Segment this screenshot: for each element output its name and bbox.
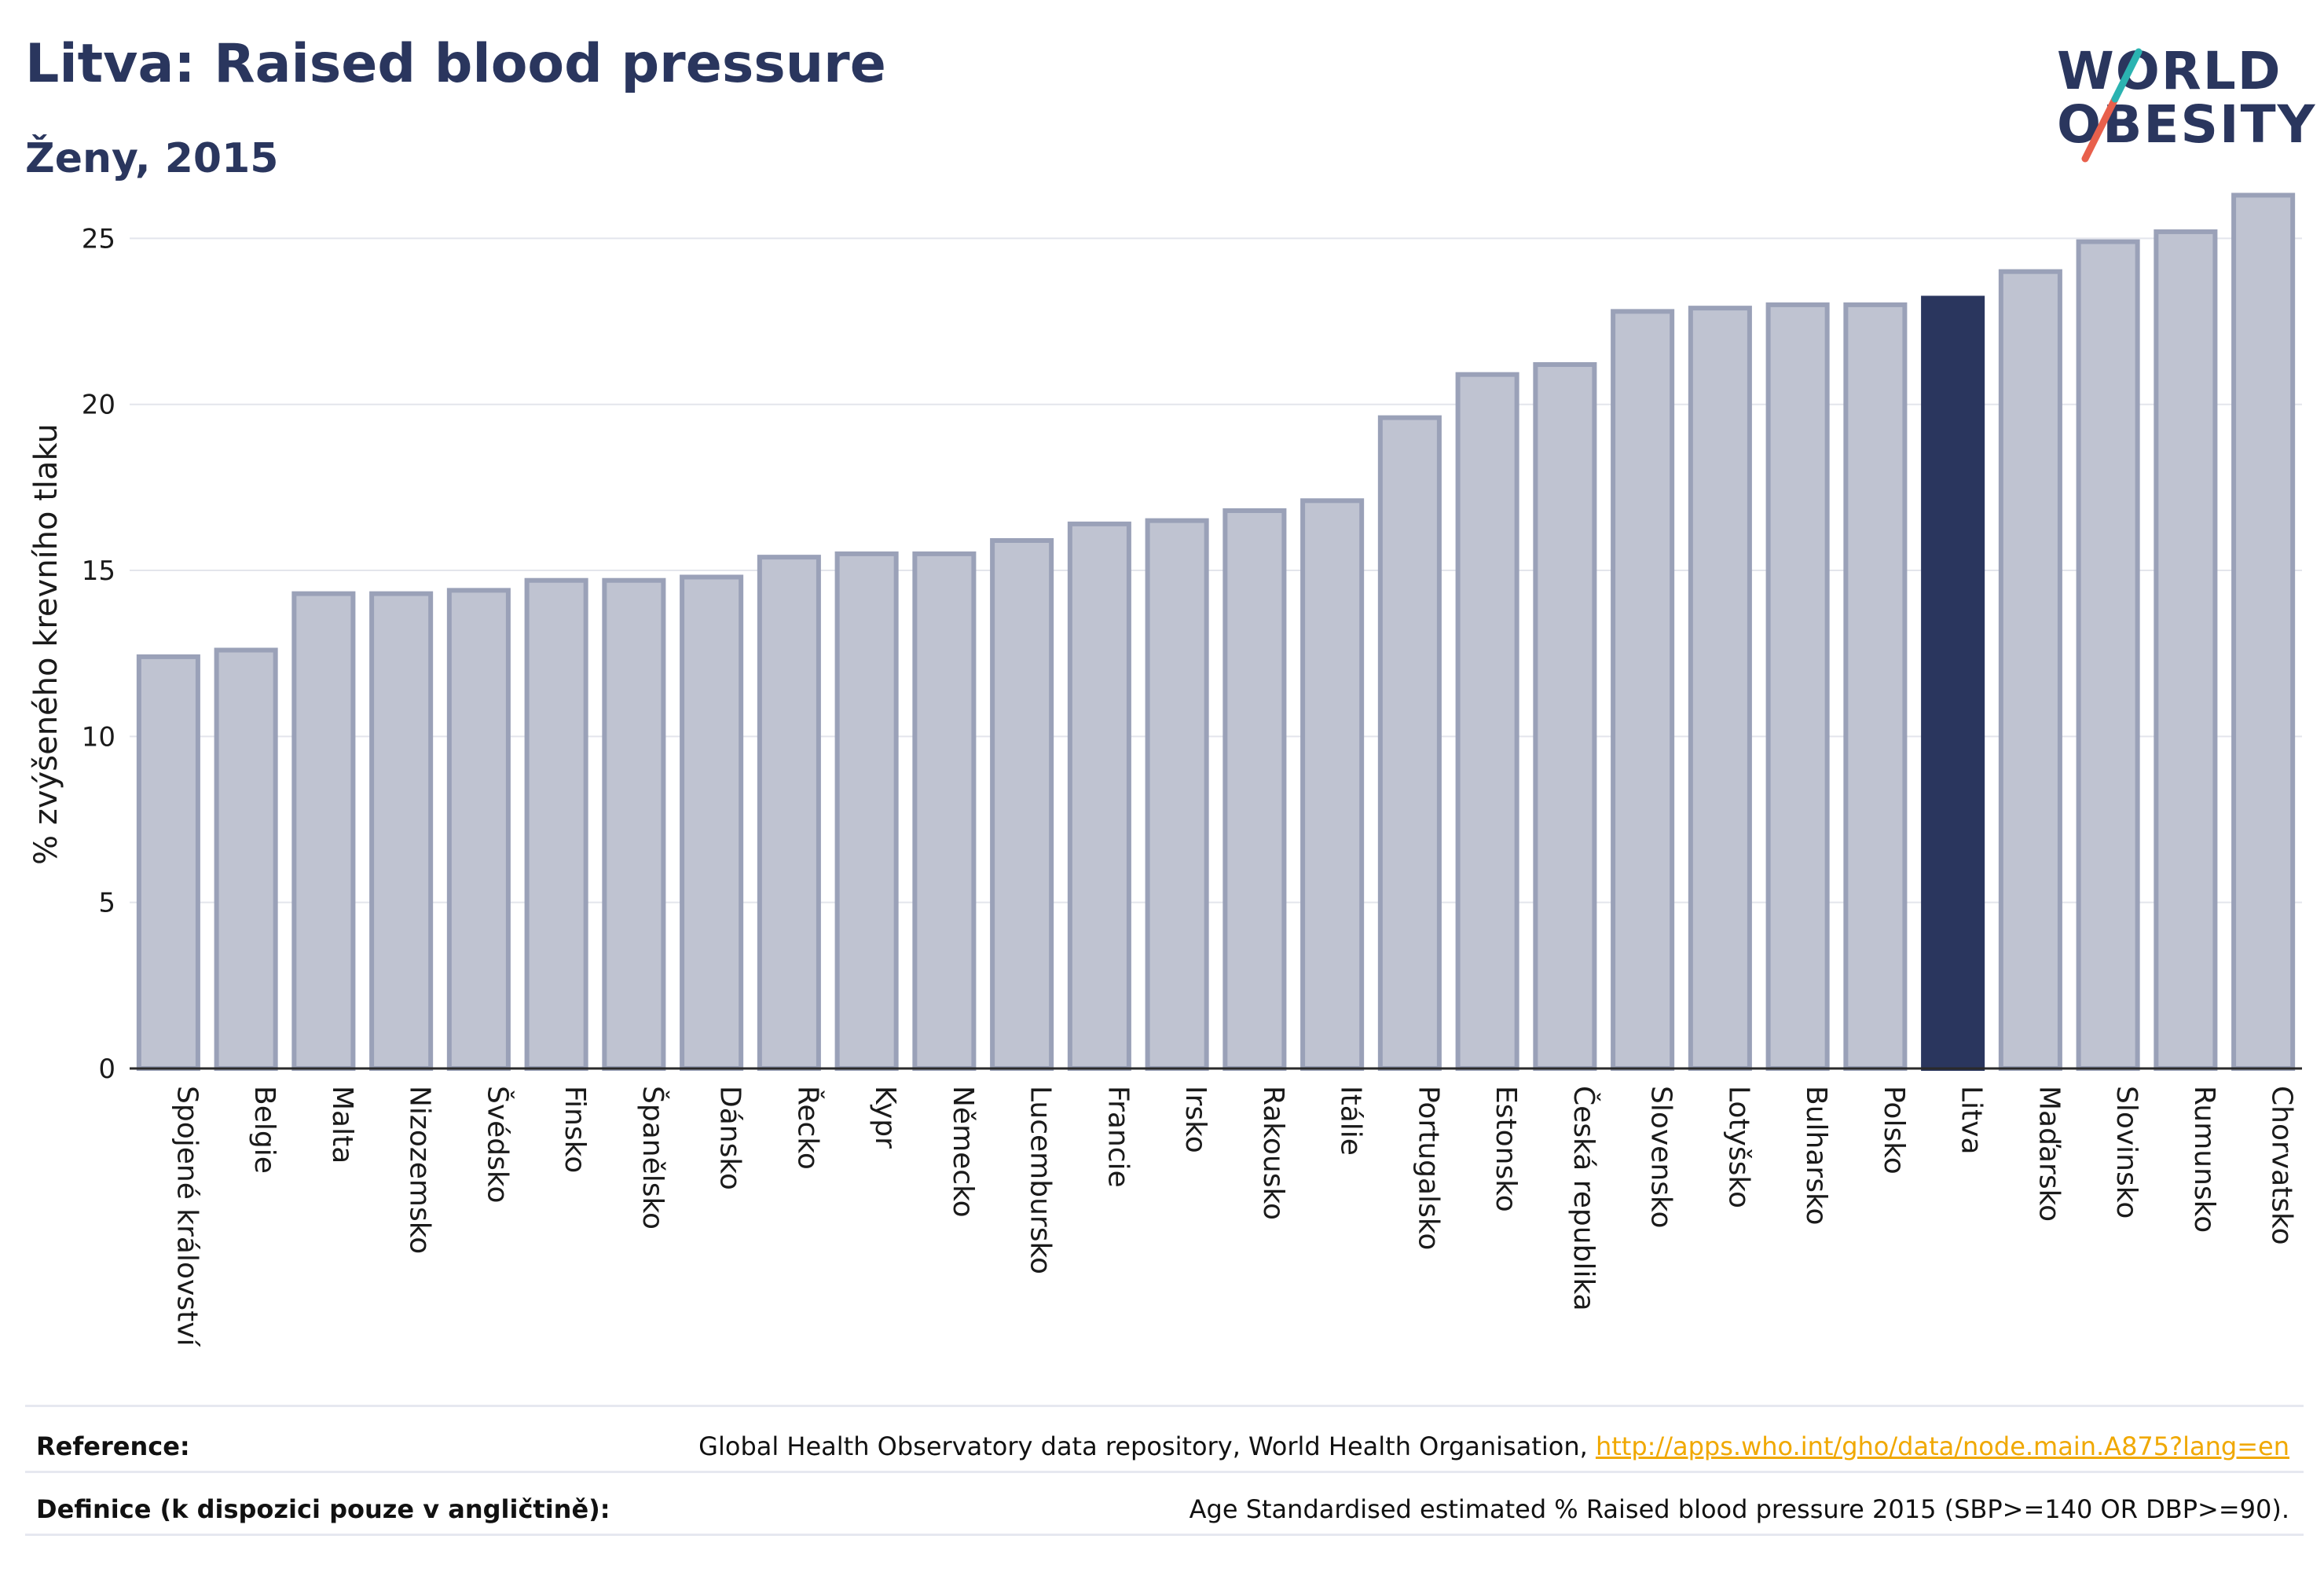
bar (1765, 302, 1830, 1072)
footer-divider-top (25, 1405, 2304, 1407)
bar (214, 647, 278, 1071)
y-tick-label: 5 (98, 888, 115, 919)
bar (602, 577, 666, 1071)
footer-divider-bottom (25, 1534, 2304, 1536)
bar (1300, 498, 1365, 1071)
bar (2231, 192, 2296, 1071)
bar (2154, 229, 2218, 1072)
y-tick-label: 15 (82, 555, 115, 587)
definition-text: Age Standardised estimated % Raised bloo… (1189, 1494, 2289, 1524)
x-tick-label: Maďarsko (2033, 1086, 2065, 1222)
x-tick-label: Švédsko (481, 1086, 514, 1204)
x-tick-label: Německo (947, 1086, 979, 1218)
x-tick-label: Kypr (869, 1086, 901, 1149)
x-tick-label: Malta (326, 1086, 358, 1164)
x-tick-label: Litva (1956, 1086, 1988, 1155)
chart-subtitle: Ženy, 2015 (25, 135, 279, 182)
bar (990, 538, 1054, 1071)
bar (680, 574, 744, 1072)
y-tick-label: 0 (98, 1054, 115, 1085)
bar (1067, 521, 1131, 1071)
x-tick-label: Irsko (1179, 1086, 1211, 1153)
reference-source: Global Health Observatory data repositor… (698, 1431, 1596, 1461)
reference-link[interactable]: http://apps.who.int/gho/data/node.main.A… (1595, 1431, 2289, 1461)
bar-highlight (1921, 295, 1985, 1072)
world-obesity-logo: WORLD OBESITY (2051, 33, 2315, 167)
reference-text: Global Health Observatory data repositor… (698, 1431, 2289, 1461)
x-tick-label: Bulharsko (1800, 1086, 1832, 1226)
x-tick-label: Portugalsko (1412, 1086, 1444, 1250)
bar (2076, 239, 2140, 1071)
x-tick-label: Estonsko (1490, 1086, 1522, 1212)
reference-label: Reference: (36, 1431, 190, 1461)
bar (446, 588, 511, 1071)
logo-line-1: WORLD (2057, 41, 2282, 101)
bar (291, 591, 356, 1071)
x-tick-label: Lotyšsko (1722, 1086, 1754, 1208)
chart-title: Litva: Raised blood pressure (25, 33, 886, 95)
y-tick-label: 10 (82, 721, 115, 753)
x-tick-label: Belgie (248, 1086, 280, 1174)
bar (1145, 518, 1209, 1072)
x-tick-label: Česká republika (1567, 1086, 1600, 1311)
bar (1688, 306, 1752, 1071)
x-tick-label: Řecko (791, 1086, 824, 1170)
x-tick-label: Dánsko (714, 1086, 746, 1190)
bar (369, 591, 434, 1071)
x-tick-label: Slovensko (1645, 1086, 1677, 1229)
x-tick-label: Itálie (1335, 1086, 1367, 1156)
x-tick-label: Slovinsko (2110, 1086, 2143, 1219)
x-tick-label: Lucembursko (1025, 1086, 1057, 1274)
x-tick-label: Finsko (559, 1086, 591, 1173)
bar (524, 577, 588, 1071)
logo-slash-icon (2081, 48, 2143, 163)
x-tick-label: Rakousko (1257, 1086, 1289, 1220)
footer-divider-middle (25, 1471, 2304, 1473)
bar (1455, 372, 1519, 1071)
bar (1998, 269, 2062, 1071)
bar (1843, 302, 1908, 1072)
bar (1377, 415, 1442, 1072)
bar (834, 551, 899, 1072)
bar (1222, 508, 1287, 1071)
x-tick-label: Polsko (1878, 1086, 1910, 1175)
bar (1533, 362, 1597, 1071)
x-tick-label: Rumunsko (2188, 1086, 2220, 1233)
x-tick-label: Chorvatsko (2266, 1086, 2298, 1245)
x-tick-label: Nizozemsko (404, 1086, 436, 1254)
bar-chart: 0 5 10 15 20 25 Spojené království Belgie Malta N… (28, 192, 2302, 1347)
y-tick-label: 25 (82, 223, 115, 255)
bar (757, 555, 821, 1071)
x-tick-label: Spojené království (170, 1086, 203, 1347)
y-axis-title: % zvýšeného krevního tlaku (28, 423, 64, 865)
bar (1611, 309, 1675, 1071)
bar (912, 551, 977, 1072)
x-tick-label: Španělsko (636, 1086, 669, 1230)
x-tick-label: Francie (1102, 1086, 1134, 1188)
definition-label: Definice (k dispozici pouze v angličtině… (36, 1494, 610, 1524)
y-tick-label: 20 (82, 390, 115, 421)
bar (136, 654, 200, 1071)
